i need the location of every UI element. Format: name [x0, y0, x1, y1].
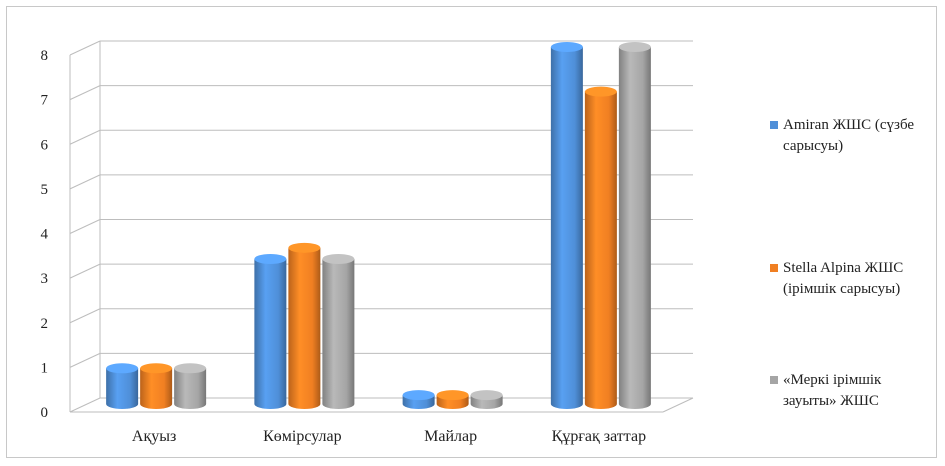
bar-top-2-2 — [288, 242, 321, 253]
legend-swatch-3 — [770, 376, 778, 384]
bar-top-3-1 — [402, 390, 435, 401]
legend-label-2: Stella Alpina ЖШС (ірімшік сарысуы) — [783, 260, 904, 297]
grid-diagonal-0 — [69, 397, 101, 413]
bar-2-2 — [288, 247, 321, 409]
x-category-label-1: Ақуыз — [132, 428, 176, 445]
bar-top-1-1 — [106, 363, 139, 374]
y-tick-label-8: 8 — [41, 48, 49, 64]
bar-top-3-3 — [470, 390, 503, 401]
bar-top-4-1 — [550, 42, 583, 52]
grid-diagonal-5 — [69, 174, 101, 190]
bar-top-4-3 — [618, 42, 651, 52]
y-tick-label-7: 7 — [41, 93, 49, 109]
grid-diagonal-4 — [69, 219, 101, 234]
floor-right-edge — [662, 397, 694, 413]
x-category-label-2: Көмірсулар — [263, 428, 342, 445]
bar-top-1-2 — [140, 363, 173, 374]
grid-diagonal-7 — [69, 85, 101, 101]
bar-1-3 — [174, 368, 207, 409]
bar-1-1 — [106, 368, 139, 409]
bar-4-3 — [618, 47, 651, 409]
y-tick-label-3: 3 — [41, 271, 49, 287]
bar-top-1-3 — [174, 363, 207, 374]
bar-4-2 — [584, 91, 617, 409]
legend-swatch-2 — [770, 264, 778, 272]
legend: Amiran ЖШС (сүзбе сарысуы) Stella Alpina… — [770, 0, 940, 466]
bar-top-4-2 — [584, 86, 617, 97]
bar-top-2-3 — [322, 253, 355, 264]
grid-diagonal-3 — [69, 263, 101, 279]
x-category-label-3: Майлар — [424, 428, 477, 445]
bar-1-2 — [140, 368, 173, 409]
y-tick-label-5: 5 — [41, 182, 49, 198]
legend-label-1: Amiran ЖШС (сүзбе сарысуы) — [783, 117, 915, 154]
grid-diagonal-1 — [69, 352, 101, 368]
y-tick-label-2: 2 — [41, 316, 49, 332]
legend-swatch-1 — [770, 121, 778, 129]
legend-label-3: «Меркі ірімшік зауыты» ЖШС — [783, 372, 882, 409]
grid-diagonal-8 — [69, 40, 101, 56]
bar-top-3-2 — [436, 390, 469, 401]
bar-top-2-1 — [254, 253, 287, 264]
grid-diagonal-2 — [69, 308, 101, 324]
x-category-label-4: Құрғақ заттар — [552, 428, 646, 445]
y-tick-label-1: 1 — [41, 360, 49, 376]
bar-2-3 — [322, 258, 355, 409]
bar-chart: 0 1 2 3 4 5 6 7 8 Ақуыз Көмірсулар Майлар Құрғақ зат… — [41, 40, 694, 445]
y-tick-label-0: 0 — [41, 405, 49, 421]
y-tick-label-6: 6 — [41, 137, 49, 153]
grid-diagonal-6 — [69, 129, 101, 145]
y-tick-label-4: 4 — [41, 227, 49, 243]
bar-2-1 — [254, 258, 287, 409]
bar-4-1 — [550, 47, 583, 409]
